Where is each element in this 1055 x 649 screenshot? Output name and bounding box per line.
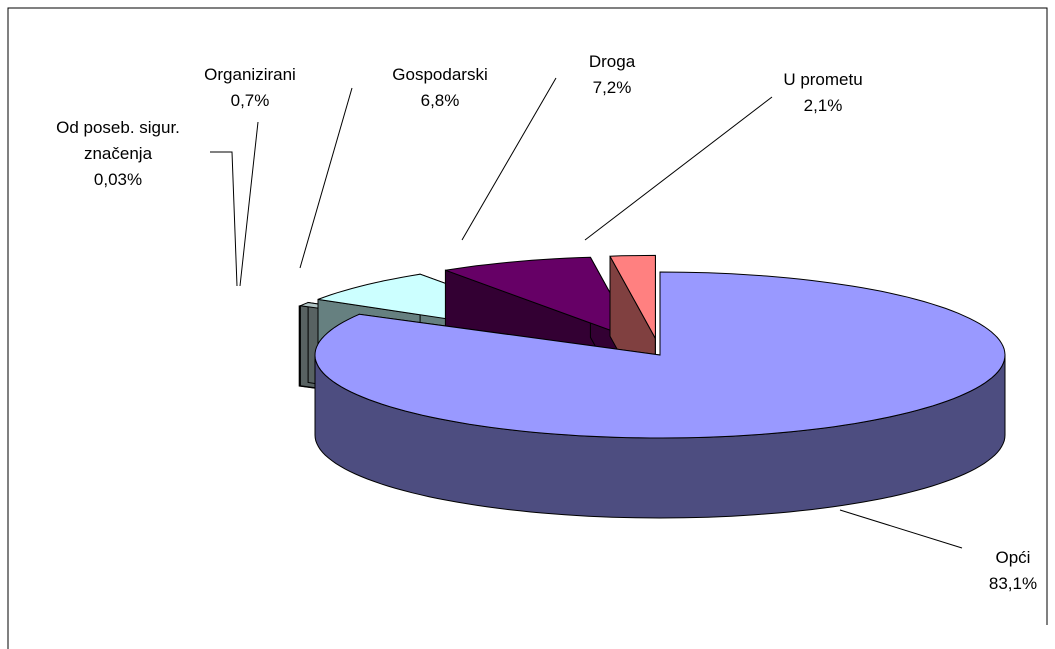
leader-line bbox=[239, 121, 259, 287]
slice-label: Od poseb. sigur. značenja 0,03% bbox=[33, 115, 203, 193]
leader-line bbox=[299, 87, 353, 269]
slice-label: U prometu 2,1% bbox=[783, 67, 862, 119]
value-label: 0,7% bbox=[230, 91, 270, 110]
slice-top bbox=[314, 271, 1006, 439]
slice-top bbox=[445, 256, 637, 341]
category-label: Organizirani bbox=[204, 65, 296, 84]
slice-top bbox=[609, 254, 656, 339]
value-label: 0,03% bbox=[93, 170, 143, 189]
leader-line bbox=[461, 77, 557, 241]
value-label: 83,1% bbox=[988, 574, 1038, 593]
slices bbox=[298, 254, 1006, 519]
slice-label: Organizirani 0,7% bbox=[204, 62, 296, 114]
value-label: 6,8% bbox=[420, 91, 460, 110]
slice-label: Droga 7,2% bbox=[589, 49, 635, 101]
leader-line bbox=[210, 151, 238, 287]
category-label: Droga bbox=[588, 52, 636, 71]
leader-lines bbox=[210, 77, 963, 549]
value-label: 7,2% bbox=[592, 78, 632, 97]
value-label: 2,1% bbox=[803, 96, 843, 115]
category-label: U prometu bbox=[783, 70, 863, 89]
leader-line bbox=[584, 96, 773, 241]
pie-slice bbox=[314, 271, 1006, 519]
category-label: Gospodarski bbox=[392, 65, 488, 84]
leader-line bbox=[839, 509, 963, 549]
category-label: Opći bbox=[995, 548, 1031, 567]
slice-label: Gospodarski 6,8% bbox=[392, 62, 487, 114]
category-label: Od poseb. sigur. značenja bbox=[56, 118, 180, 163]
chart-border bbox=[7, 7, 1048, 649]
slice-label: Opći 83,1% bbox=[989, 545, 1037, 597]
